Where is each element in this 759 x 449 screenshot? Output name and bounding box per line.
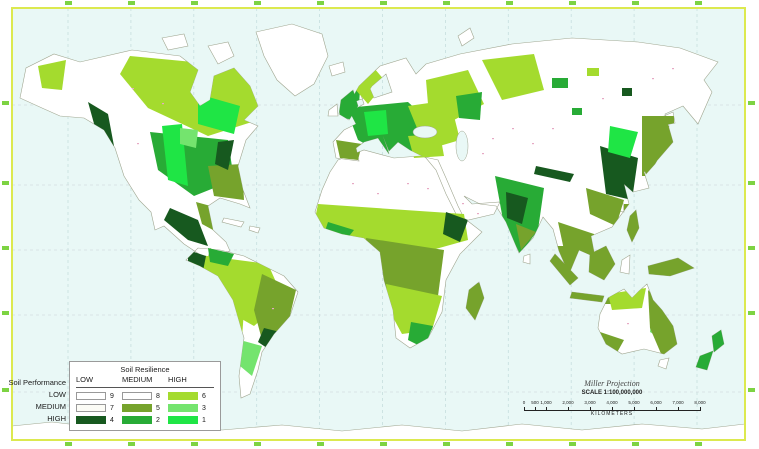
scalebar-tick-label: 1,000 [540,400,552,405]
projection-label: Miller Projection [584,379,640,388]
scalebar-tick [634,407,635,411]
legend-col-header-low: LOW [76,375,94,384]
scalebar-tick [656,407,657,411]
scalebar-tick [568,407,569,411]
legend-cell-value: 4 [110,416,114,424]
scale-ratio-label: SCALE 1:100,000,000 [581,390,643,396]
scalebar-tick-label: 7,000 [672,400,684,405]
black-sea [412,125,438,139]
scalebar-tick [612,407,613,411]
legend-col-header-high: HIGH [168,375,187,384]
scalebar-tick-label: 4,000 [606,400,618,405]
scalebar-tick [535,407,536,411]
legend-cell-5: 5 [122,404,168,412]
legend-cell-value: 9 [110,392,114,400]
legend-swatch-6 [168,392,198,400]
legend-cell-1: 1 [168,416,214,424]
scalebar-unit-label: KILOMETERS [590,411,634,417]
scalebar-tick-label: 2,000 [562,400,574,405]
scalebar-tick [524,407,525,411]
legend-cell-2: 2 [122,416,168,424]
legend-row-labels: Soil Performance LOW MEDIUM HIGH [8,361,66,431]
legend-swatch-2 [122,416,152,424]
legend-cell-value: 2 [156,416,160,424]
scalebar-tick [678,407,679,411]
scalebar-tick-label: 3,000 [584,400,596,405]
map-frame [11,7,746,441]
caspian-sea [455,130,469,162]
legend-cell-3: 3 [168,404,214,412]
legend-swatch-5 [122,404,152,412]
scalebar-ruler: 0 500 1,000 2,000 3,000 4,000 5,000 6,000 7,000 8… [522,399,706,411]
scalebar-tick-label: 8,000 [694,400,706,405]
legend-col-header-medium: MEDIUM [122,375,153,384]
scalebar-tick-label: 500 [531,400,539,405]
legend-swatch-4 [76,416,106,424]
legend: Soil Performance LOW MEDIUM HIGH Soil Re… [8,361,221,431]
legend-cell-value: 5 [156,404,160,412]
legend-box: Soil Resilience LOW MEDIUM HIGH 9 8 6 7 5 3 4 2… [69,361,221,431]
legend-cell-6: 6 [168,392,214,400]
legend-cell-9: 9 [76,392,122,400]
legend-swatch-1 [168,416,198,424]
legend-swatch-8 [122,392,152,400]
scalebar-tick-label: 6,000 [650,400,662,405]
legend-cell-8: 8 [122,392,168,400]
legend-cell-value: 7 [110,404,114,412]
scalebar-tick [590,407,591,411]
legend-row-label-low: LOW [48,390,66,399]
scalebar-tick-label: 0 [522,400,526,405]
legend-performance-title: Soil Performance [8,378,66,387]
legend-swatch-3 [168,404,198,412]
legend-column-headers: LOW MEDIUM HIGH [76,375,214,388]
legend-swatch-9 [76,392,106,400]
scalebar-tick [700,407,701,411]
legend-cell-7: 7 [76,404,122,412]
legend-cell-value: 8 [156,392,160,400]
legend-row-label-medium: MEDIUM [35,402,66,411]
legend-cell-4: 4 [76,416,122,424]
legend-row-label-high: HIGH [47,414,66,423]
scalebar-tick-label: 5,000 [628,400,640,405]
scalebar-tick [546,407,547,411]
legend-grid: 9 8 6 7 5 3 4 2 1 [76,390,214,426]
legend-cell-value: 6 [202,392,206,400]
legend-cell-value: 3 [202,404,206,412]
legend-resilience-title: Soil Resilience [120,365,170,374]
legend-cell-value: 1 [202,416,206,424]
legend-swatch-7 [76,404,106,412]
